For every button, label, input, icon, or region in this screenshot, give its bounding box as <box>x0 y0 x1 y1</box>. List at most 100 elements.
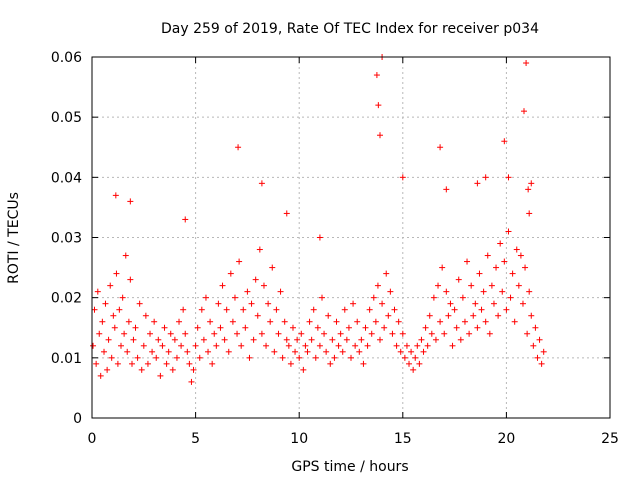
data-point <box>453 324 460 331</box>
data-point <box>134 354 141 361</box>
data-point <box>391 306 398 313</box>
data-point <box>248 300 255 307</box>
data-point <box>163 360 170 367</box>
data-point <box>437 318 444 325</box>
data-point <box>345 324 352 331</box>
data-point <box>412 354 419 361</box>
data-point <box>343 336 350 343</box>
data-point <box>373 72 380 79</box>
y-tick-label: 0.05 <box>51 110 82 126</box>
data-point <box>229 318 236 325</box>
data-point <box>377 132 384 139</box>
data-point <box>530 342 537 349</box>
data-point <box>116 306 123 313</box>
data-point <box>517 252 524 259</box>
data-point <box>223 306 230 313</box>
data-point <box>387 288 394 295</box>
data-point <box>258 180 265 187</box>
data-point <box>136 300 143 307</box>
data-point <box>401 354 408 361</box>
data-point <box>403 342 410 349</box>
data-point <box>242 324 249 331</box>
data-point <box>333 318 340 325</box>
data-point <box>269 264 276 271</box>
data-point <box>219 282 226 289</box>
x-tick-label: 5 <box>191 431 200 447</box>
data-point <box>356 348 363 355</box>
x-tick-label: 0 <box>88 431 97 447</box>
grid-layer <box>91 56 611 419</box>
data-point <box>488 282 495 289</box>
data-point <box>213 342 220 349</box>
data-point <box>178 342 185 349</box>
data-point <box>461 318 468 325</box>
data-point <box>252 276 259 283</box>
x-tick-label: 20 <box>497 431 515 447</box>
data-point <box>171 336 178 343</box>
data-point <box>406 360 413 367</box>
data-point <box>484 252 491 259</box>
y-axis-label: ROTI / TECUs <box>6 192 22 284</box>
data-point <box>285 342 292 349</box>
data-point <box>147 330 154 337</box>
data-point <box>277 288 284 295</box>
data-point <box>275 330 282 337</box>
data-point <box>523 60 530 67</box>
data-point <box>379 300 386 307</box>
x-tick-label: 25 <box>601 431 619 447</box>
data-point <box>327 360 334 367</box>
data-point <box>432 336 439 343</box>
data-point <box>96 330 103 337</box>
data-point <box>294 336 301 343</box>
data-point <box>250 336 257 343</box>
data-point <box>445 312 452 319</box>
data-point <box>167 330 174 337</box>
x-axis-label: GPS time / hours <box>291 459 408 475</box>
data-point <box>97 372 104 379</box>
data-point <box>93 360 100 367</box>
data-point <box>113 270 120 277</box>
data-point <box>196 354 203 361</box>
data-point <box>513 246 520 253</box>
data-point <box>370 294 377 301</box>
data-point <box>312 354 319 361</box>
data-point <box>161 324 168 331</box>
data-point <box>287 360 294 367</box>
data-point <box>246 354 253 361</box>
data-point <box>443 186 450 193</box>
data-point <box>325 312 332 319</box>
points-layer <box>90 54 547 385</box>
data-point <box>430 294 437 301</box>
data-point <box>416 360 423 367</box>
data-point <box>316 234 323 241</box>
data-point <box>121 330 128 337</box>
data-point <box>511 318 518 325</box>
y-tick-label: 0.01 <box>51 351 82 367</box>
data-point <box>107 282 114 289</box>
data-point <box>428 330 435 337</box>
data-point <box>105 336 112 343</box>
data-point <box>99 318 106 325</box>
data-point <box>256 246 263 253</box>
data-point <box>503 306 510 313</box>
data-point <box>94 288 101 295</box>
data-point <box>151 318 158 325</box>
data-point <box>316 342 323 349</box>
data-point <box>329 336 336 343</box>
data-point <box>292 348 299 355</box>
data-point <box>525 186 532 193</box>
data-point <box>335 342 342 349</box>
data-point <box>397 348 404 355</box>
data-point <box>132 324 139 331</box>
data-point <box>422 324 429 331</box>
data-point <box>399 174 406 181</box>
data-point <box>476 270 483 277</box>
data-point <box>215 300 222 307</box>
data-point <box>474 180 481 187</box>
data-point <box>90 342 97 349</box>
data-point <box>124 348 131 355</box>
data-point <box>372 318 379 325</box>
data-point <box>528 180 535 187</box>
